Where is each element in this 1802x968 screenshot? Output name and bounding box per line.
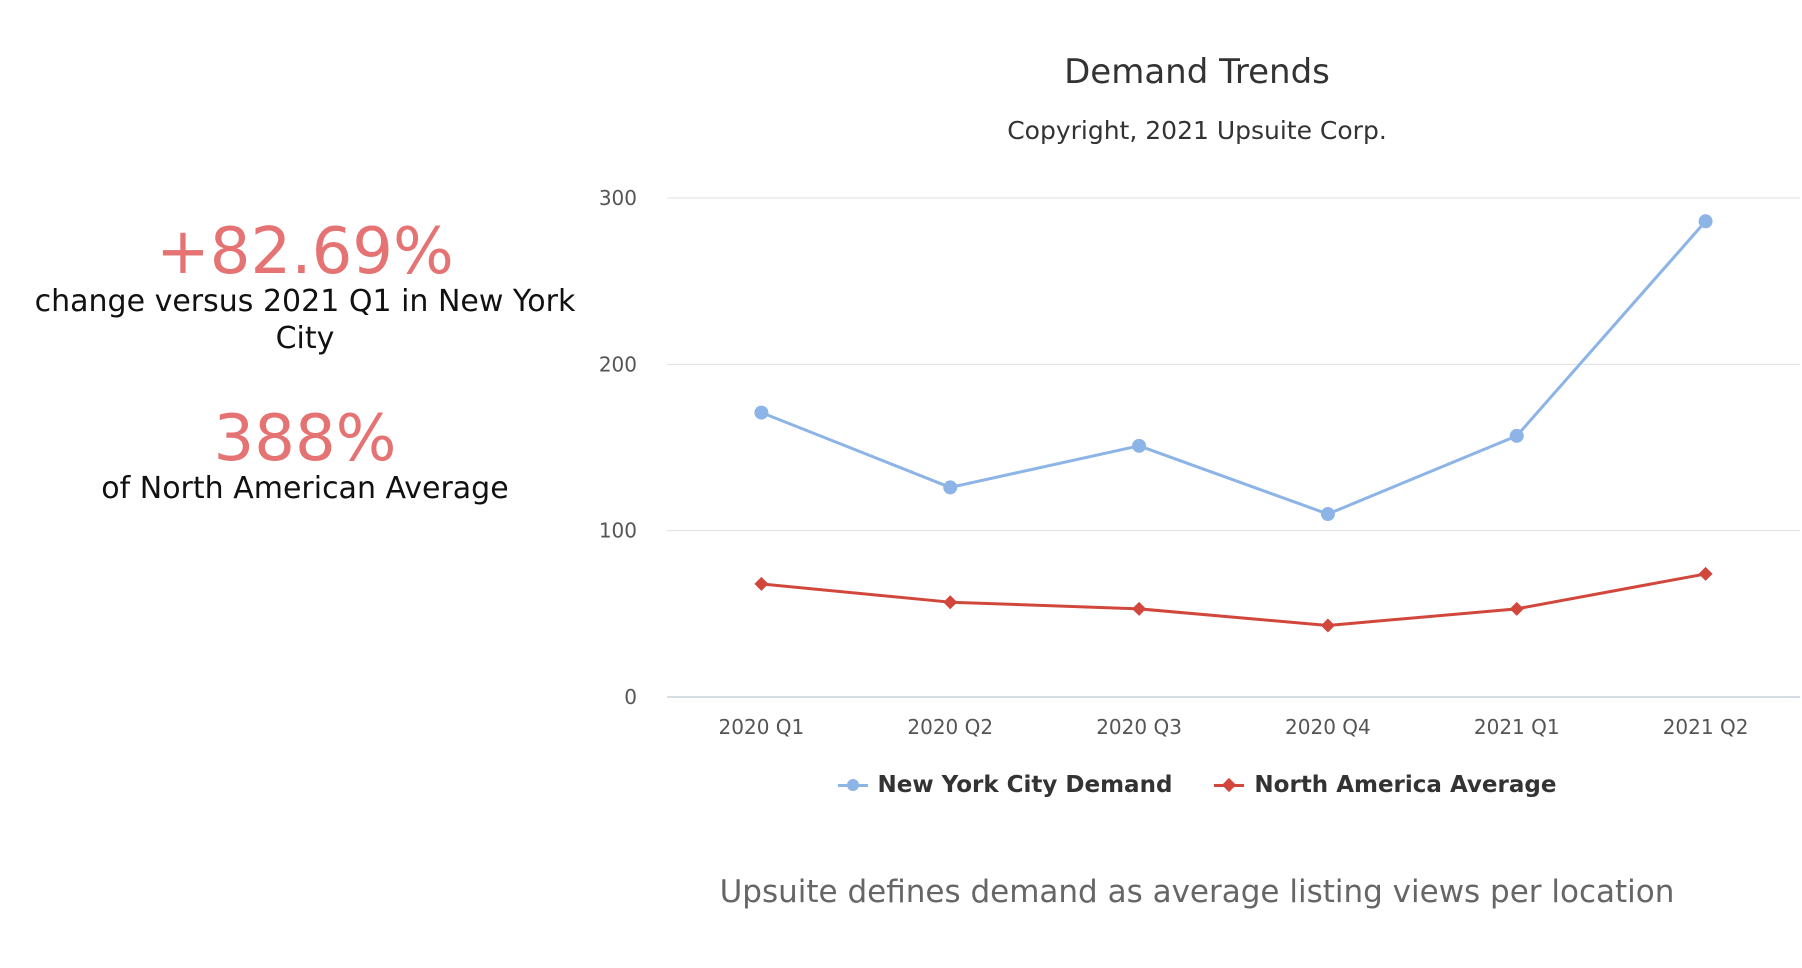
y-tick-label-100: 100 <box>599 519 637 543</box>
summary-stats: +82.69% change versus 2021 Q1 in New Yor… <box>30 220 580 508</box>
legend-label-na: North America Average <box>1254 772 1557 798</box>
x-tick-label: 2021 Q2 <box>1663 715 1749 739</box>
chart-title: Demand Trends <box>1064 52 1330 92</box>
y-tick-label-300: 300 <box>599 186 637 210</box>
stat-vs-average-value: 388% <box>213 402 397 477</box>
data-point <box>1320 618 1335 633</box>
y-tick-label-200: 200 <box>599 352 637 376</box>
legend-circle-icon <box>837 778 868 792</box>
legend-diamond-na <box>1222 777 1237 793</box>
legend-item-nyc[interactable]: New York City Demand <box>837 772 1173 798</box>
data-point <box>1509 601 1524 616</box>
data-point <box>1132 601 1147 616</box>
chart-subtitle: Copyright, 2021 Upsuite Corp. <box>1007 116 1387 145</box>
chart-legend: New York City Demand North America Avera… <box>622 772 1772 798</box>
stat-vs-average-label: of North American Average <box>101 471 509 507</box>
series-nyc <box>754 214 1713 522</box>
x-tick-label: 2020 Q2 <box>907 715 993 739</box>
data-point <box>1509 428 1524 443</box>
stat-change: +82.69% change versus 2021 Q1 in New Yor… <box>30 220 580 357</box>
data-point <box>754 576 769 591</box>
data-point <box>1132 438 1147 453</box>
data-point <box>1698 566 1713 581</box>
data-point <box>943 595 958 610</box>
series <box>754 214 1713 633</box>
chart-footnote: Upsuite defines demand as average listin… <box>719 874 1675 910</box>
y-tick-label-0: 0 <box>624 685 637 709</box>
data-point <box>943 480 958 495</box>
x-tick-label: 2020 Q4 <box>1285 715 1371 739</box>
x-tick-label: 2020 Q3 <box>1096 715 1182 739</box>
grid-lines <box>667 197 1800 532</box>
x-tick-label: 2021 Q1 <box>1474 715 1560 739</box>
data-point <box>1320 507 1335 522</box>
data-point <box>1698 214 1713 229</box>
legend-label-nyc: New York City Demand <box>877 772 1173 798</box>
series-na <box>754 566 1713 633</box>
series-line <box>759 572 1708 627</box>
stat-vs-average: 388% of North American Average <box>30 407 580 508</box>
legend-item-na[interactable]: North America Average <box>1214 772 1556 798</box>
series-line <box>759 219 1708 516</box>
legend-dot-nyc <box>846 779 859 791</box>
stat-change-label: change versus 2021 Q1 in New York City <box>34 284 576 356</box>
data-point <box>754 405 769 420</box>
x-tick-label: 2020 Q1 <box>719 715 805 739</box>
axes: 0 100 200 300 2020 Q1 2020 Q2 2020 Q3 2020 Q4 20… <box>599 186 1800 739</box>
stat-change-value: +82.69% <box>156 215 454 289</box>
legend-diamond-icon <box>1214 777 1245 793</box>
